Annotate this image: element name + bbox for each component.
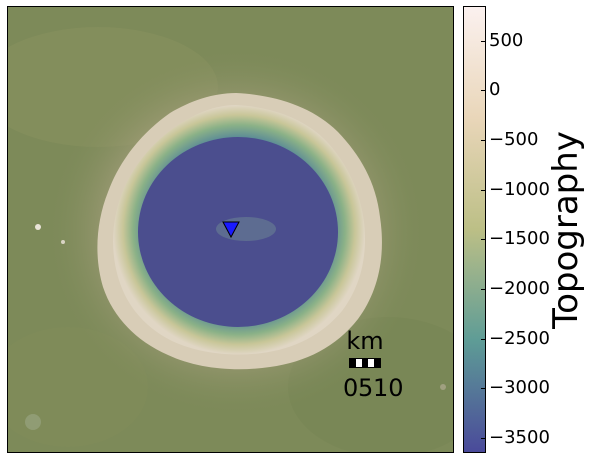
colorbar-tick-label: −3500: [489, 427, 550, 449]
colorbar-tick: [481, 388, 486, 390]
colorbar: [463, 6, 486, 453]
scale-unit: km: [346, 327, 384, 355]
scale-bar: km 0 5 10: [330, 327, 404, 408]
colorbar-tick: [481, 40, 486, 42]
scale-label-0: 0: [343, 374, 359, 402]
colorbar-tick-label: −500: [489, 129, 539, 151]
colorbar-tick-label: −3000: [489, 377, 550, 399]
marker-triangle[interactable]: [222, 221, 240, 239]
colorbar-tick-label: −2000: [489, 278, 550, 300]
colorbar-tick-label: −1500: [489, 228, 550, 250]
colorbar-title: Topography: [546, 131, 586, 329]
colorbar-tick-label: −2500: [489, 327, 550, 349]
colorbar-tick: [481, 438, 486, 440]
colorbar-tick-label: −1000: [489, 178, 550, 200]
colorbar-tick-label: 500: [489, 29, 524, 51]
colorbar-tick: [481, 338, 486, 340]
colorbar-tick: [481, 239, 486, 241]
colorbar-tick: [481, 140, 486, 142]
colorbar-tick: [481, 189, 486, 191]
colorbar-tick-label: 0: [489, 79, 501, 101]
colorbar-tick: [481, 289, 486, 291]
crater-map[interactable]: [7, 6, 454, 453]
scale-label-5: 5: [358, 374, 374, 402]
scale-bar-graphic: [349, 358, 381, 368]
colorbar-tick: [481, 90, 486, 92]
scale-label-10: 10: [373, 374, 404, 402]
